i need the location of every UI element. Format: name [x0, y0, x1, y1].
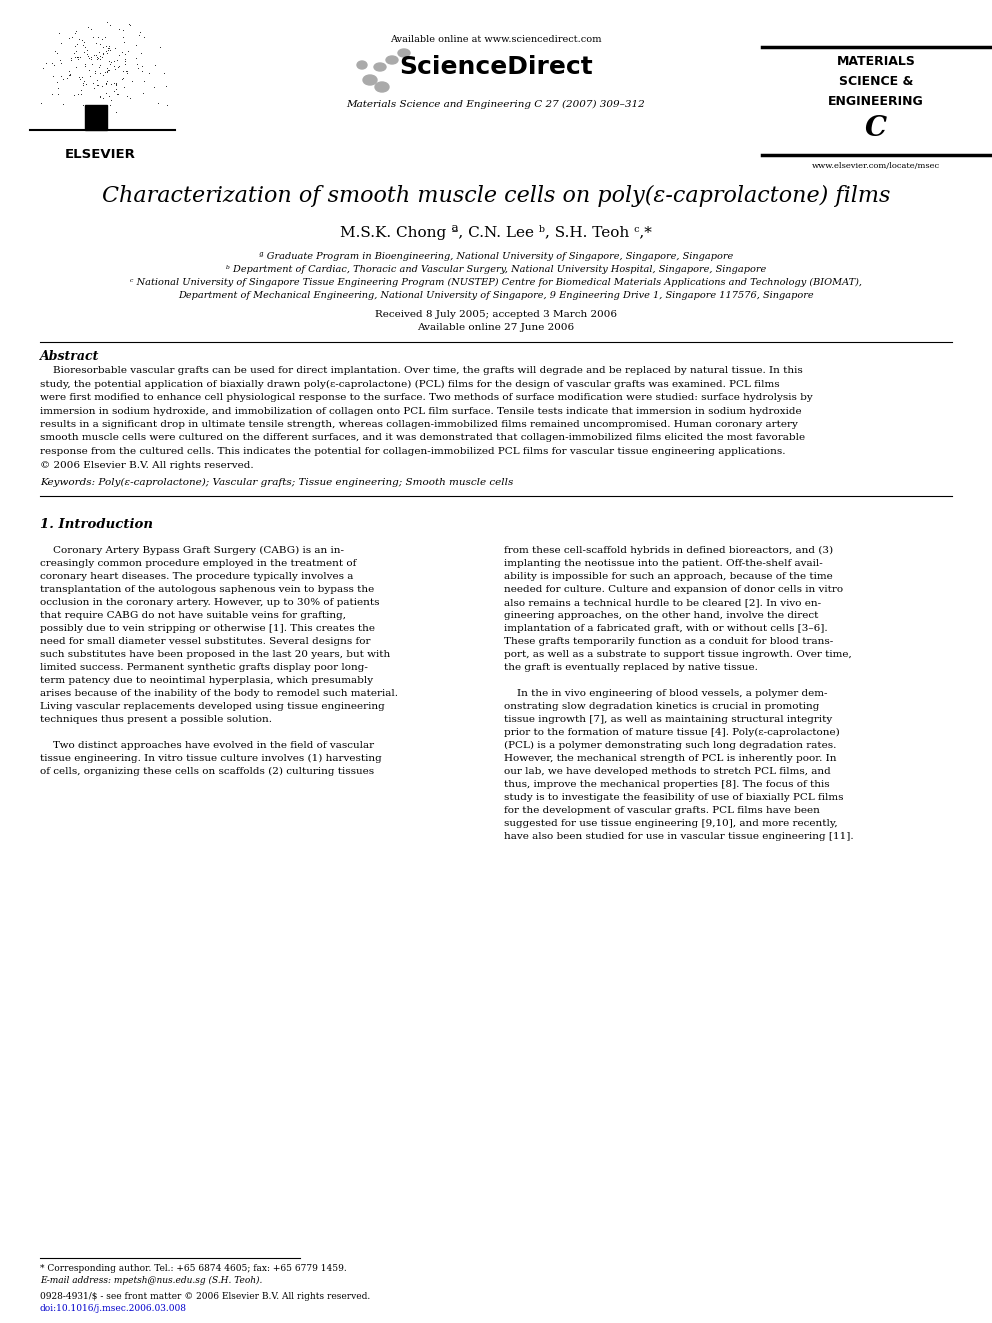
Text: results in a significant drop in ultimate tensile strength, whereas collagen-imm: results in a significant drop in ultimat…	[40, 419, 798, 429]
Text: ScienceDirect: ScienceDirect	[399, 56, 593, 79]
Text: Materials Science and Engineering C 27 (2007) 309–312: Materials Science and Engineering C 27 (…	[346, 101, 646, 108]
Text: Available online at www.sciencedirect.com: Available online at www.sciencedirect.co…	[390, 34, 602, 44]
Text: need for small diameter vessel substitutes. Several designs for: need for small diameter vessel substitut…	[40, 636, 370, 646]
Text: from these cell-scaffold hybrids in defined bioreactors, and (3): from these cell-scaffold hybrids in defi…	[504, 546, 833, 556]
Ellipse shape	[398, 49, 410, 57]
Text: tissue engineering. In vitro tissue culture involves (1) harvesting: tissue engineering. In vitro tissue cult…	[40, 754, 382, 763]
Text: that require CABG do not have suitable veins for grafting,: that require CABG do not have suitable v…	[40, 611, 346, 620]
Text: Received 8 July 2005; accepted 3 March 2006: Received 8 July 2005; accepted 3 March 2…	[375, 310, 617, 319]
Text: In the in vivo engineering of blood vessels, a polymer dem-: In the in vivo engineering of blood vess…	[504, 689, 827, 699]
Text: ᵇ Department of Cardiac, Thoracic and Vascular Surgery, National University Hosp: ᵇ Department of Cardiac, Thoracic and Va…	[226, 265, 766, 274]
Ellipse shape	[363, 75, 377, 85]
Text: smooth muscle cells were cultured on the different surfaces, and it was demonstr: smooth muscle cells were cultured on the…	[40, 434, 806, 442]
Text: ability is impossible for such an approach, because of the time: ability is impossible for such an approa…	[504, 572, 832, 581]
Ellipse shape	[386, 56, 398, 64]
Text: C: C	[865, 115, 887, 142]
Text: creasingly common procedure employed in the treatment of: creasingly common procedure employed in …	[40, 560, 356, 568]
Text: M.S.K. Chong ª, C.N. Lee ᵇ, S.H. Teoh ᶜ,*: M.S.K. Chong ª, C.N. Lee ᵇ, S.H. Teoh ᶜ,…	[340, 225, 652, 239]
Text: transplantation of the autologous saphenous vein to bypass the: transplantation of the autologous saphen…	[40, 585, 374, 594]
Text: possibly due to vein stripping or otherwise [1]. This creates the: possibly due to vein stripping or otherw…	[40, 624, 375, 632]
Text: implanting the neotissue into the patient. Off-the-shelf avail-: implanting the neotissue into the patien…	[504, 560, 822, 568]
Text: doi:10.1016/j.msec.2006.03.008: doi:10.1016/j.msec.2006.03.008	[40, 1304, 187, 1312]
Text: occlusion in the coronary artery. However, up to 30% of patients: occlusion in the coronary artery. Howeve…	[40, 598, 380, 607]
Text: www.elsevier.com/locate/msec: www.elsevier.com/locate/msec	[811, 161, 940, 169]
Text: ᶜ National University of Singapore Tissue Engineering Program (NUSTEP) Centre fo: ᶜ National University of Singapore Tissu…	[130, 278, 862, 287]
Text: coronary heart diseases. The procedure typically involves a: coronary heart diseases. The procedure t…	[40, 572, 353, 581]
Text: (PCL) is a polymer demonstrating such long degradation rates.: (PCL) is a polymer demonstrating such lo…	[504, 741, 836, 750]
Text: implantation of a fabricated graft, with or without cells [3–6].: implantation of a fabricated graft, with…	[504, 624, 827, 632]
Text: have also been studied for use in vascular tissue engineering [11].: have also been studied for use in vascul…	[504, 832, 854, 841]
Text: gineering approaches, on the other hand, involve the direct: gineering approaches, on the other hand,…	[504, 611, 818, 620]
Ellipse shape	[375, 82, 389, 93]
Text: * Corresponding author. Tel.: +65 6874 4605; fax: +65 6779 1459.: * Corresponding author. Tel.: +65 6874 4…	[40, 1263, 347, 1273]
Text: also remains a technical hurdle to be cleared [2]. In vivo en-: also remains a technical hurdle to be cl…	[504, 598, 821, 607]
Text: such substitutes have been proposed in the last 20 years, but with: such substitutes have been proposed in t…	[40, 650, 390, 659]
Text: tissue ingrowth [7], as well as maintaining structural integrity: tissue ingrowth [7], as well as maintain…	[504, 714, 832, 724]
Text: Living vascular replacements developed using tissue engineering: Living vascular replacements developed u…	[40, 703, 385, 710]
Text: port, as well as a substrate to support tissue ingrowth. Over time,: port, as well as a substrate to support …	[504, 650, 852, 659]
Text: of cells, organizing these cells on scaffolds (2) culturing tissues: of cells, organizing these cells on scaf…	[40, 767, 374, 777]
Text: 1. Introduction: 1. Introduction	[40, 519, 153, 531]
Text: for the development of vascular grafts. PCL films have been: for the development of vascular grafts. …	[504, 806, 819, 815]
Text: SCIENCE &: SCIENCE &	[839, 75, 914, 89]
Text: These grafts temporarily function as a conduit for blood trans-: These grafts temporarily function as a c…	[504, 636, 833, 646]
Text: limited success. Permanent synthetic grafts display poor long-: limited success. Permanent synthetic gra…	[40, 663, 368, 672]
Text: prior to the formation of mature tissue [4]. Poly(ε-caprolactone): prior to the formation of mature tissue …	[504, 728, 840, 737]
Text: study is to investigate the feasibility of use of biaxially PCL films: study is to investigate the feasibility …	[504, 792, 843, 802]
Bar	[85, 105, 107, 130]
Text: arises because of the inability of the body to remodel such material.: arises because of the inability of the b…	[40, 689, 398, 699]
Text: our lab, we have developed methods to stretch PCL films, and: our lab, we have developed methods to st…	[504, 767, 830, 777]
Text: the graft is eventually replaced by native tissue.: the graft is eventually replaced by nati…	[504, 663, 758, 672]
Ellipse shape	[374, 64, 386, 71]
Text: immersion in sodium hydroxide, and immobilization of collagen onto PCL film surf: immersion in sodium hydroxide, and immob…	[40, 406, 802, 415]
Text: 0928-4931/$ - see front matter © 2006 Elsevier B.V. All rights reserved.: 0928-4931/$ - see front matter © 2006 El…	[40, 1293, 370, 1301]
Text: onstrating slow degradation kinetics is crucial in promoting: onstrating slow degradation kinetics is …	[504, 703, 819, 710]
Text: ENGINEERING: ENGINEERING	[828, 95, 924, 108]
Text: Department of Mechanical Engineering, National University of Singapore, 9 Engine: Department of Mechanical Engineering, Na…	[179, 291, 813, 300]
Text: suggested for use tissue engineering [9,10], and more recently,: suggested for use tissue engineering [9,…	[504, 819, 837, 828]
Text: Coronary Artery Bypass Graft Surgery (CABG) is an in-: Coronary Artery Bypass Graft Surgery (CA…	[40, 546, 344, 556]
Text: thus, improve the mechanical properties [8]. The focus of this: thus, improve the mechanical properties …	[504, 781, 829, 789]
Text: However, the mechanical strength of PCL is inherently poor. In: However, the mechanical strength of PCL …	[504, 754, 836, 763]
Ellipse shape	[357, 61, 367, 69]
Text: study, the potential application of biaxially drawn poly(ε-caprolactone) (PCL) f: study, the potential application of biax…	[40, 380, 780, 389]
Text: © 2006 Elsevier B.V. All rights reserved.: © 2006 Elsevier B.V. All rights reserved…	[40, 460, 254, 470]
Text: MATERIALS: MATERIALS	[836, 56, 916, 67]
Text: were first modified to enhance cell physiological response to the surface. Two m: were first modified to enhance cell phys…	[40, 393, 812, 402]
Text: Bioresorbable vascular grafts can be used for direct implantation. Over time, th: Bioresorbable vascular grafts can be use…	[40, 366, 803, 374]
Text: Abstract: Abstract	[40, 351, 99, 363]
Text: techniques thus present a possible solution.: techniques thus present a possible solut…	[40, 714, 272, 724]
Text: response from the cultured cells. This indicates the potential for collagen-immo: response from the cultured cells. This i…	[40, 447, 786, 456]
Text: ª Graduate Program in Bioengineering, National University of Singapore, Singapor: ª Graduate Program in Bioengineering, Na…	[259, 251, 733, 261]
Text: needed for culture. Culture and expansion of donor cells in vitro: needed for culture. Culture and expansio…	[504, 585, 843, 594]
Text: E-mail address: mpetsh@nus.edu.sg (S.H. Teoh).: E-mail address: mpetsh@nus.edu.sg (S.H. …	[40, 1275, 262, 1285]
Text: Available online 27 June 2006: Available online 27 June 2006	[418, 323, 574, 332]
Text: Keywords: Poly(ε-caprolactone); Vascular grafts; Tissue engineering; Smooth musc: Keywords: Poly(ε-caprolactone); Vascular…	[40, 478, 514, 487]
Text: ELSEVIER: ELSEVIER	[64, 148, 136, 161]
Text: Two distinct approaches have evolved in the field of vascular: Two distinct approaches have evolved in …	[40, 741, 374, 750]
Text: term patency due to neointimal hyperplasia, which presumably: term patency due to neointimal hyperplas…	[40, 676, 373, 685]
Text: Characterization of smooth muscle cells on poly(ε-caprolactone) films: Characterization of smooth muscle cells …	[102, 185, 890, 208]
